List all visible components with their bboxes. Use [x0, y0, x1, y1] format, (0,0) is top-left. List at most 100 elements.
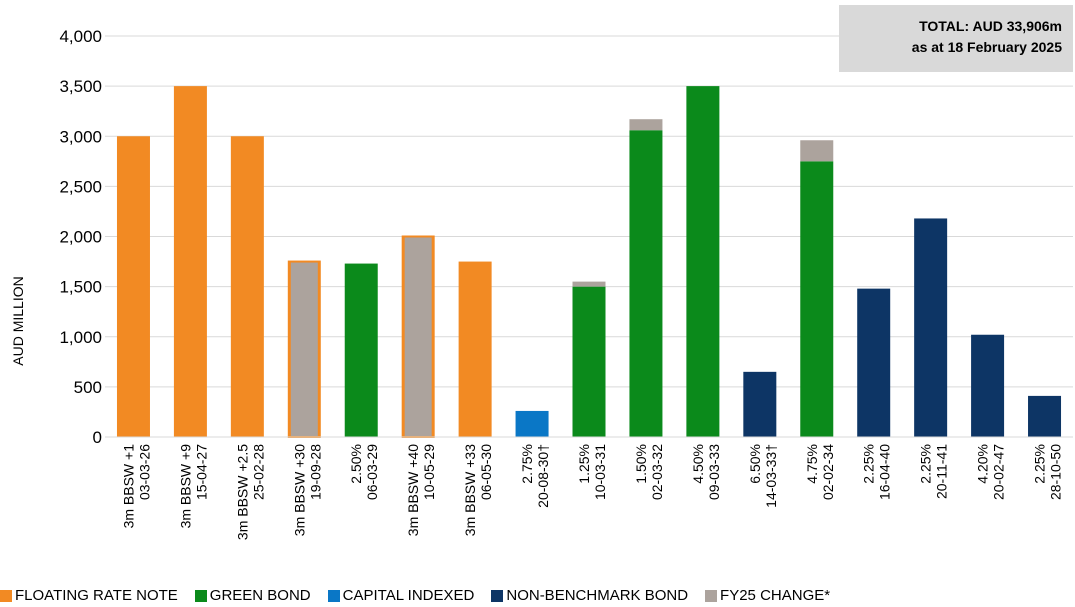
legend-label: FY25 CHANGE*	[720, 587, 831, 604]
x-tick-label-line1: 2.25%	[1032, 444, 1048, 484]
bar-non-benchmark-bond	[1028, 395, 1062, 437]
y-tick-label: 1,000	[59, 328, 102, 347]
x-tick-label-line2: 09-03-33	[706, 444, 722, 500]
x-tick-label-line1: 1.50%	[633, 444, 649, 484]
as-at-line: as at 18 February 2025	[911, 39, 1062, 55]
x-tick-label-line1: 3m BBSW +9	[177, 444, 193, 529]
bar-green-bond	[344, 263, 378, 437]
x-tick-label-line1: 2.25%	[918, 444, 934, 484]
x-tick-label-line2: 25-02-28	[250, 444, 266, 500]
x-tick-label: 4.75%02-02-34	[804, 444, 836, 500]
x-tick-label-line2: 10-03-31	[592, 444, 608, 500]
legend-item: NON-BENCHMARK BOND	[491, 586, 688, 606]
x-tick-label: 3m BBSW +915-04-27	[177, 444, 209, 529]
bond-maturity-chart: 05001,0001,5002,0002,5003,0003,5004,000 …	[10, 27, 1073, 540]
bar-floating-rate-note	[458, 261, 492, 437]
x-tick-label: 2.25%28-10-50	[1032, 444, 1064, 500]
x-tick-label: 2.50%06-03-29	[348, 444, 380, 500]
y-tick-label: 4,000	[59, 27, 102, 46]
bar-non-benchmark-bond	[914, 218, 948, 437]
legend-item: CAPITAL INDEXED	[327, 586, 475, 606]
x-tick-label-line1: 3m BBSW +40	[405, 444, 421, 536]
x-tick-label-line1: 3m BBSW +2.5	[234, 444, 250, 540]
total-line: TOTAL: AUD 33,906m	[919, 18, 1062, 34]
bar-green-bond	[800, 161, 834, 437]
x-tick-label-line1: 4.75%	[804, 444, 820, 484]
legend-swatch	[327, 590, 340, 602]
bar-green-bond	[629, 130, 663, 438]
x-tick-label-line1: 3m BBSW +30	[291, 444, 307, 536]
bar-green-bond	[686, 86, 720, 437]
legend-swatch	[194, 590, 207, 602]
x-tick-label: 3m BBSW +3306-05-30	[462, 444, 494, 536]
legend-item: FY25 CHANGE*	[705, 586, 830, 606]
x-tick-label-line2: 15-04-27	[193, 444, 209, 500]
x-tick-label-line1: 2.25%	[861, 444, 877, 484]
y-axis-ticks: 0 500 1,000 1,500 2,000 2,500 3,000 3,500 4,000	[59, 27, 102, 447]
x-tick-label-line1: 4.50%	[690, 444, 706, 484]
legend-label: GREEN BOND	[209, 587, 311, 604]
x-tick-label: 1.50%02-03-32	[633, 444, 665, 500]
legend-label: FLOATING RATE NOTE	[15, 587, 178, 604]
y-tick-label: 1,500	[59, 278, 102, 297]
x-tick-label: 4.20%20-02-47	[975, 444, 1007, 500]
x-axis-ticks: 3m BBSW +103-03-26 3m BBSW +915-04-27 3m B…	[120, 444, 1063, 540]
x-tick-label-line1: 3m BBSW +1	[120, 444, 136, 529]
bars	[116, 86, 1062, 438]
legend-item: GREEN BOND	[194, 586, 311, 606]
legend-swatch	[705, 590, 718, 602]
legend-item: FLOATING RATE NOTE	[0, 586, 178, 606]
y-tick-label: 2,500	[59, 177, 102, 196]
x-tick-label: 4.50%09-03-33	[690, 444, 722, 500]
x-tick-label-line2: 16-04-40	[877, 444, 893, 500]
bar-floating-rate-note	[173, 86, 207, 437]
bar-non-benchmark-bond	[971, 334, 1005, 437]
bar-capital-indexed	[515, 410, 549, 437]
x-tick-label-line1: 4.20%	[975, 444, 991, 484]
y-tick-label: 3,000	[59, 127, 102, 146]
x-tick-label-line2: 02-02-34	[820, 444, 836, 500]
legend-swatch	[491, 590, 504, 602]
x-tick-label: 2.25%16-04-40	[861, 444, 893, 500]
bar-fy25-change	[572, 281, 606, 287]
x-tick-label: 3m BBSW +2.525-02-28	[234, 444, 266, 540]
bar-fy25-change	[800, 140, 834, 162]
x-tick-label-line1: 3m BBSW +33	[462, 444, 478, 536]
x-tick-label-line2: 10-05-29	[421, 444, 437, 500]
bar-floating-rate-note	[116, 136, 150, 437]
bar-fy25-change	[404, 237, 432, 436]
x-tick-label-line2: 02-03-32	[649, 444, 665, 500]
x-tick-label: 6.50%14-03-33†	[747, 444, 779, 508]
x-tick-label: 3m BBSW +3019-09-28	[291, 444, 323, 536]
x-tick-label-line1: 1.25%	[576, 444, 592, 484]
total-annotation: TOTAL: AUD 33,906m as at 18 February 202…	[839, 5, 1073, 72]
x-tick-label-line2: 28-10-50	[1048, 444, 1064, 500]
x-tick-label: 2.75%20-08-30†	[519, 444, 551, 508]
x-tick-label-line1: 2.75%	[519, 444, 535, 484]
y-tick-label: 500	[74, 378, 102, 397]
x-tick-label: 3m BBSW +4010-05-29	[405, 444, 437, 536]
bar-fy25-change	[290, 262, 318, 436]
x-tick-label: 2.25%20-11-41	[918, 444, 950, 499]
y-tick-label: 3,500	[59, 77, 102, 96]
bar-non-benchmark-bond	[743, 371, 777, 437]
x-tick-label: 3m BBSW +103-03-26	[120, 444, 152, 529]
x-tick-label-line1: 6.50%	[747, 444, 763, 484]
y-tick-label: 2,000	[59, 228, 102, 247]
x-tick-label-line2: 20-08-30†	[535, 444, 551, 508]
x-tick-label-line2: 20-02-47	[991, 444, 1007, 500]
legend-label: NON-BENCHMARK BOND	[506, 587, 689, 604]
x-tick-label: 1.25%10-03-31	[576, 444, 608, 500]
x-tick-label-line2: 06-03-29	[364, 444, 380, 500]
x-tick-label-line2: 06-05-30	[478, 444, 494, 500]
x-tick-label-line1: 2.50%	[348, 444, 364, 484]
bar-floating-rate-note	[230, 136, 264, 437]
bar-non-benchmark-bond	[857, 288, 891, 437]
y-tick-label: 0	[93, 428, 102, 447]
y-axis-label: AUD MILLION	[10, 276, 26, 365]
legend: FLOATING RATE NOTE GREEN BOND CAPITAL INDE…	[0, 586, 1075, 606]
bar-fy25-change	[629, 119, 663, 131]
legend-swatch	[0, 590, 12, 602]
x-tick-label-line2: 03-03-26	[136, 444, 152, 500]
legend-label: CAPITAL INDEXED	[342, 587, 475, 604]
